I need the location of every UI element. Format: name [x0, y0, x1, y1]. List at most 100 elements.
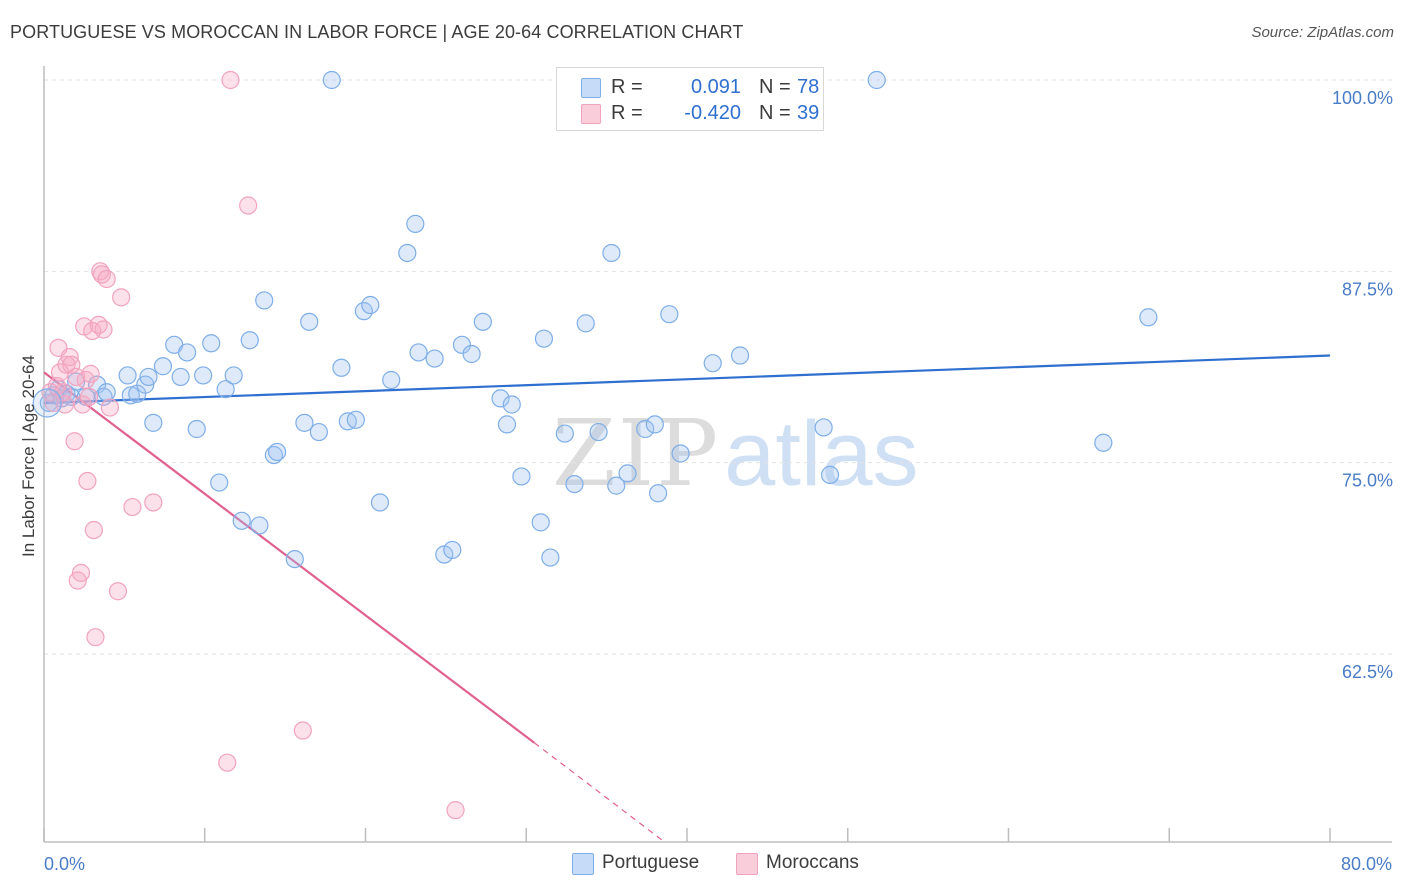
trend-line-moroccan — [43, 371, 535, 744]
point-portuguese — [255, 291, 274, 310]
point-portuguese — [187, 419, 206, 439]
point-portuguese — [814, 418, 833, 437]
point-portuguese — [382, 370, 401, 390]
point-portuguese — [730, 346, 750, 365]
point-portuguese — [820, 465, 840, 485]
watermark: ZIPatlas — [552, 400, 919, 507]
point-portuguese — [240, 331, 259, 350]
point-portuguese — [139, 367, 158, 387]
point-moroccan — [81, 364, 100, 383]
point-portuguese — [398, 243, 417, 263]
point-portuguese — [322, 70, 341, 90]
point-portuguese — [210, 473, 229, 492]
legend-n-label: N = — [759, 76, 791, 98]
axes — [43, 66, 1392, 843]
point-portuguese — [497, 415, 517, 434]
y-tick-label: 100.0% — [1332, 88, 1393, 108]
point-portuguese — [1139, 308, 1158, 327]
x-tick-label: 0.0% — [44, 854, 85, 874]
data-points — [32, 70, 1158, 820]
point-portuguese — [267, 442, 287, 462]
point-portuguese — [648, 484, 668, 503]
point-portuguese — [607, 476, 626, 495]
point-moroccan — [71, 563, 91, 582]
point-moroccan — [94, 320, 113, 339]
watermark-zip: ZIP — [552, 400, 721, 507]
point-portuguese — [541, 548, 560, 567]
point-portuguese — [202, 334, 221, 353]
point-portuguese — [361, 295, 380, 315]
legend-box: R = 0.091 N = 78 R = -0.420 N = 39 — [556, 67, 824, 131]
y-tick-label: 87.5% — [1342, 279, 1393, 299]
y-axis-label: In Labor Force | Age 20-64 — [19, 355, 38, 557]
legend-n-value: 78 — [797, 76, 820, 98]
point-portuguese — [645, 415, 664, 434]
point-portuguese — [332, 358, 351, 377]
point-moroccan — [123, 497, 142, 517]
point-moroccan — [239, 196, 258, 215]
legend-swatch-blue — [581, 78, 601, 98]
point-portuguese — [194, 366, 213, 385]
point-portuguese — [250, 516, 269, 535]
y-tick-label: 62.5% — [1342, 662, 1393, 682]
point-portuguese — [473, 312, 492, 331]
bottom-legend-swatch-pink — [736, 853, 758, 875]
point-portuguese — [443, 540, 462, 560]
trend-line-portuguese — [43, 354, 1331, 405]
point-portuguese — [534, 329, 554, 348]
bottom-legend-label: Moroccans — [766, 852, 859, 873]
source-label: Source: ZipAtlas.com — [1251, 24, 1394, 41]
trend-lines — [43, 354, 1331, 842]
bottom-legend-swatch-blue — [572, 853, 594, 875]
point-moroccan — [112, 288, 131, 307]
legend-n-value: 39 — [797, 102, 820, 124]
point-moroccan — [86, 628, 105, 647]
point-portuguese — [462, 344, 481, 364]
point-portuguese — [491, 389, 510, 408]
point-portuguese — [867, 70, 886, 90]
point-portuguese — [295, 413, 314, 432]
point-portuguese — [121, 386, 140, 405]
point-portuguese — [512, 467, 531, 486]
point-portuguese-cluster — [32, 388, 62, 418]
point-moroccan — [65, 432, 84, 451]
point-portuguese — [118, 366, 137, 385]
point-portuguese — [409, 343, 428, 362]
watermark-atlas: atlas — [724, 403, 919, 505]
point-portuguese — [576, 314, 595, 333]
point-portuguese — [264, 445, 283, 465]
point-portuguese — [1094, 433, 1113, 452]
legend-swatch-pink — [581, 104, 601, 124]
point-portuguese — [171, 367, 190, 387]
legend-r-label: R = — [611, 76, 643, 98]
point-portuguese — [97, 383, 116, 402]
point-portuguese — [144, 413, 163, 432]
legend-n-label: N = — [759, 102, 791, 124]
point-moroccan — [84, 520, 103, 540]
point-portuguese — [153, 357, 173, 376]
point-portuguese — [602, 243, 621, 263]
point-portuguese — [452, 335, 472, 354]
point-portuguese — [406, 214, 425, 233]
point-portuguese — [660, 305, 679, 324]
point-portuguese — [232, 511, 251, 530]
point-portuguese — [636, 419, 655, 439]
point-portuguese — [671, 444, 690, 463]
point-portuguese — [346, 410, 365, 429]
point-moroccan — [446, 801, 465, 820]
point-portuguese — [589, 422, 608, 442]
axis-labels: 62.5% 75.0% 87.5% 100.0% 0.0% 80.0% In Labor F… — [19, 88, 1393, 874]
x-tick-label: 80.0% — [1341, 854, 1392, 874]
legend-r-label: R = — [611, 102, 643, 124]
chart-title: PORTUGUESE VS MOROCCAN IN LABOR FORCE | … — [10, 22, 744, 42]
point-portuguese — [555, 424, 574, 443]
point-portuguese — [216, 380, 235, 399]
point-moroccan — [218, 753, 237, 772]
point-portuguese — [224, 366, 243, 385]
point-portuguese — [177, 343, 197, 362]
point-portuguese — [285, 549, 304, 569]
legend-r-value: -0.420 — [684, 102, 741, 124]
point-portuguese — [531, 513, 550, 532]
point-moroccan — [293, 721, 312, 740]
